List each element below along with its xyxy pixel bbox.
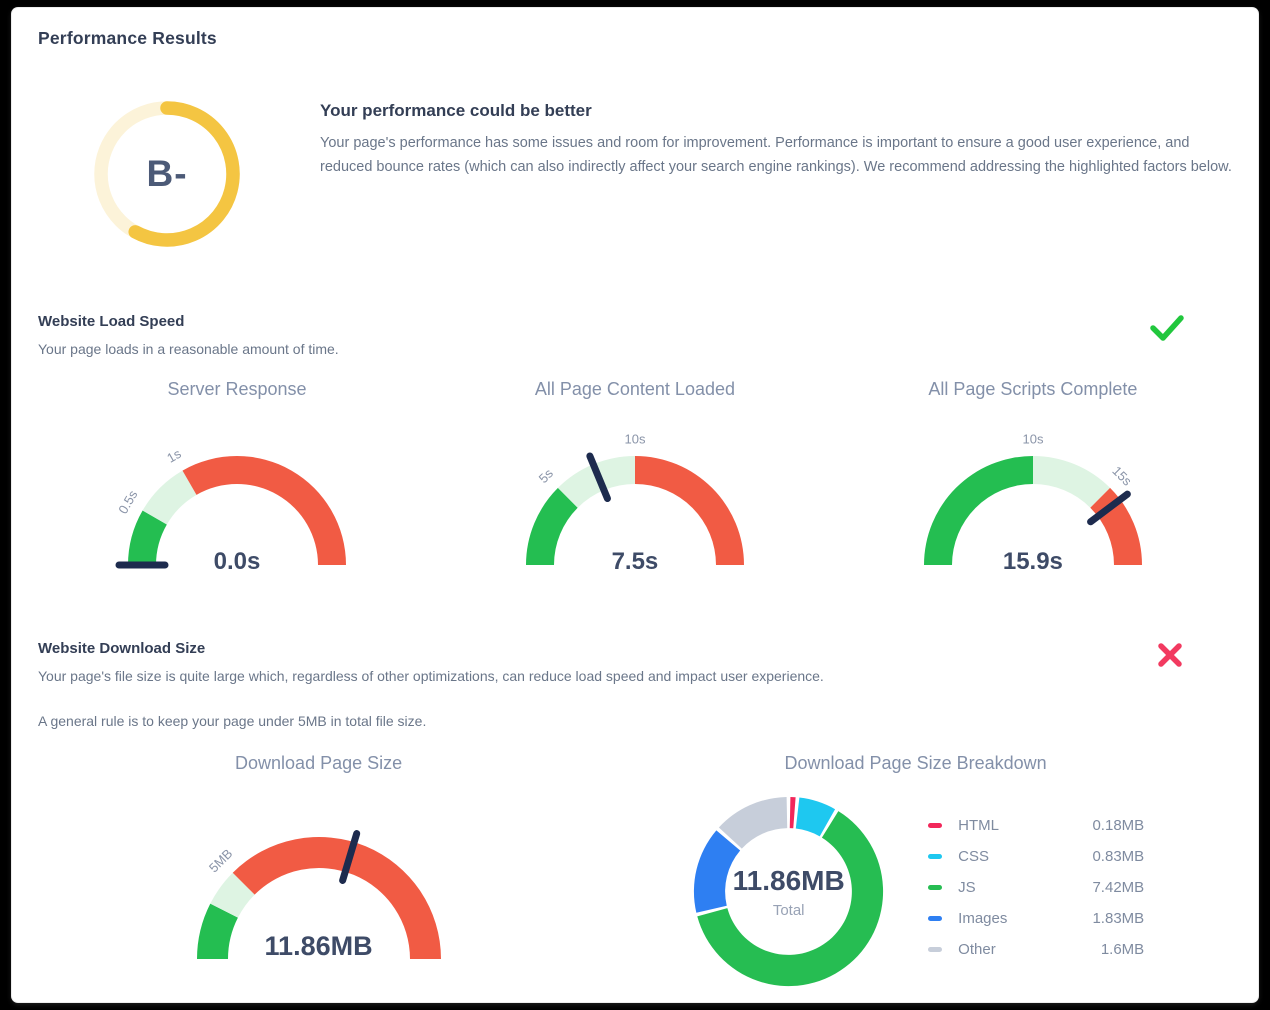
download-size-charts: Download Page Size 5MB 11.86MB Download … xyxy=(38,753,1232,989)
gauge-download-page-size: Download Page Size 5MB 11.86MB xyxy=(38,753,599,989)
section-subtitle-download-size: Your page's file size is quite large whi… xyxy=(38,668,824,684)
section-subtitle-load-speed: Your page loads in a reasonable amount o… xyxy=(38,341,339,357)
svg-text:0.5s: 0.5s xyxy=(115,487,141,516)
legend-row-images: Images 1.83MB xyxy=(928,903,1144,934)
gauge-server-response: Server Response 0.5s 1s 0.0s xyxy=(38,379,436,580)
other-legend-dash-icon xyxy=(928,947,943,952)
donut-title: Download Page Size Breakdown xyxy=(784,753,1047,773)
grade-ring: B- xyxy=(92,99,242,249)
section-title-load-speed: Website Load Speed xyxy=(38,313,185,330)
legend-value: 0.18MB xyxy=(1092,817,1145,834)
svg-text:5s: 5s xyxy=(536,465,557,486)
gauge-title: All Page Scripts Complete xyxy=(928,379,1138,399)
load-speed-gauges: Server Response 0.5s 1s 0.0s All Page Con… xyxy=(38,379,1232,580)
legend-label: Other xyxy=(958,941,996,958)
scripts-complete-gauge-chart: 10s 15s xyxy=(923,431,1142,565)
svg-text:15s: 15s xyxy=(1109,463,1135,489)
section-website-download-size: Website Download Size Your page's file s… xyxy=(38,640,1232,989)
page-title: Performance Results xyxy=(38,28,217,48)
summary-block: B- Your performance could be better Your… xyxy=(92,99,1232,249)
gauge-value: 15.9s xyxy=(1002,548,1063,575)
legend-row-js: JS 7.42MB xyxy=(928,872,1144,903)
js-legend-dash-icon xyxy=(928,885,943,890)
legend-value: 1.83MB xyxy=(1092,910,1145,927)
legend-row-other: Other 1.6MB xyxy=(928,934,1144,965)
legend-row-html: HTML 0.18MB xyxy=(928,810,1144,841)
legend-value: 7.42MB xyxy=(1092,879,1145,896)
section-website-load-speed: Website Load Speed Your page loads in a … xyxy=(38,313,1232,580)
donut-total-caption: Total xyxy=(772,901,805,919)
gauge-value: 0.0s xyxy=(213,548,261,575)
gauge-value: 7.5s xyxy=(611,548,659,575)
section-note: A general rule is to keep your page unde… xyxy=(38,713,427,729)
gauge-title: Server Response xyxy=(167,379,307,399)
gauge-title: Download Page Size xyxy=(235,753,403,773)
grade-ring-arc xyxy=(94,101,240,247)
svg-text:5MB: 5MB xyxy=(205,846,235,876)
css-legend-dash-icon xyxy=(928,854,943,859)
svg-text:10s: 10s xyxy=(624,431,645,446)
svg-text:10s: 10s xyxy=(1022,431,1043,446)
images-legend-dash-icon xyxy=(928,916,943,921)
donut-legend: HTML 0.18MB CSS 0.83MB JS 7.42MB xyxy=(928,810,1144,989)
gauge-title: All Page Content Loaded xyxy=(534,379,735,399)
legend-value: 1.6MB xyxy=(1100,941,1145,958)
summary-text: Your performance could be better Your pa… xyxy=(320,99,1232,249)
html-legend-dash-icon xyxy=(928,823,943,828)
gauge-scripts-complete: All Page Scripts Complete 10s 15s 15.9s xyxy=(834,379,1232,580)
summary-heading: Your performance could be better xyxy=(320,101,592,120)
donut-total-value: 11.86MB xyxy=(732,864,845,896)
legend-value: 0.83MB xyxy=(1092,848,1145,865)
summary-body: Your page's performance has some issues … xyxy=(320,135,1232,175)
gauge-value: 11.86MB xyxy=(264,931,373,961)
legend-label: HTML xyxy=(958,817,1000,834)
legend-label: Images xyxy=(958,910,1008,927)
gauge-content-loaded: All Page Content Loaded 5s 10s 7.5s xyxy=(436,379,834,580)
fail-cross-icon xyxy=(1155,640,1185,670)
download-size-gauge-chart: 5MB xyxy=(196,830,441,959)
pass-check-icon xyxy=(1149,313,1185,343)
legend-row-css: CSS 0.83MB xyxy=(928,841,1144,872)
content-loaded-gauge-chart: 5s 10s xyxy=(525,431,744,565)
legend-label: JS xyxy=(958,879,976,896)
grade-letter: B- xyxy=(146,153,188,194)
svg-text:1s: 1s xyxy=(164,446,184,466)
donut-size-breakdown: Download Page Size Breakdown 11.86MB Tot… xyxy=(599,753,1232,989)
donut-center-labels: 11.86MB Total xyxy=(691,794,886,989)
legend-label: CSS xyxy=(958,848,990,865)
performance-results-card: Performance Results B- Your performance … xyxy=(12,8,1258,1002)
breakdown-donut-chart xyxy=(694,796,884,987)
server-response-gauge-chart: 0.5s 1s xyxy=(115,446,346,569)
section-title-download-size: Website Download Size xyxy=(38,640,206,657)
